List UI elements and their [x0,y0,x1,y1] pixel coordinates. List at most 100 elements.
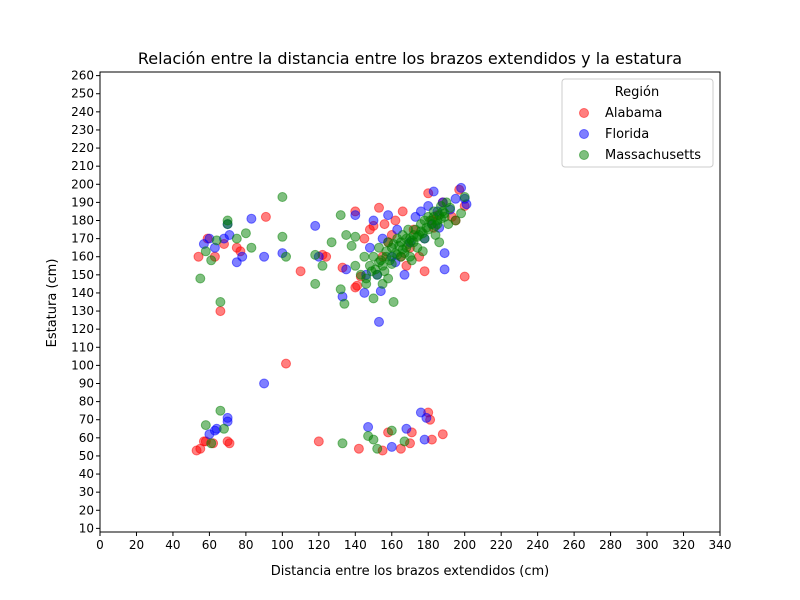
data-point-0-37 [374,202,384,213]
data-point-2-79 [434,237,445,248]
data-point-0-18 [193,251,204,262]
data-point-1-20 [259,251,270,262]
data-point-2-8 [386,425,397,436]
y-tick-label-12: 130 [71,304,94,318]
legend-label-0: Alabama [605,106,662,121]
data-point-1-23 [310,220,321,231]
data-point-1-19 [246,213,257,224]
data-point-1-52 [456,182,467,193]
data-point-0-34 [359,233,370,244]
y-tick-label-5: 60 [79,431,94,445]
data-point-0-47 [419,266,430,277]
y-tick-label-22: 230 [71,123,94,137]
legend-marker-1 [579,129,589,139]
data-point-2-81 [443,219,454,230]
data-point-1-26 [341,264,352,275]
data-point-2-88 [384,255,395,266]
data-point-1-28 [359,287,370,298]
data-point-1-30 [368,215,379,226]
x-tick-label-16: 320 [672,538,695,552]
data-point-2-22 [281,251,291,262]
data-point-2-100 [374,257,384,268]
data-point-2-24 [310,249,321,260]
axes-frame [99,71,721,533]
data-point-2-31 [346,240,357,251]
data-point-2-98 [439,208,450,219]
x-tick-label-15: 300 [636,538,659,552]
data-point-0-6 [224,438,235,449]
y-tick-label-8: 90 [79,376,94,390]
data-point-2-21 [277,231,288,242]
data-point-1-21 [259,378,270,389]
y-tick-label-25: 260 [71,69,94,83]
data-point-2-111 [366,266,377,277]
data-point-2-4 [337,438,348,449]
data-point-0-21 [215,306,226,317]
data-point-2-14 [215,297,226,307]
data-point-2-49 [388,297,399,307]
y-tick-label-23: 240 [71,105,94,119]
x-axis-label: Distancia entre los brazos extendidos (c… [271,564,550,579]
data-point-0-17 [437,429,448,440]
data-point-1-9 [419,434,430,445]
legend: Región Alabama Florida Massachusetts [561,78,714,168]
data-point-0-7 [313,436,324,447]
data-point-1-27 [350,210,361,221]
data-point-2-2 [215,405,226,416]
x-tick-label-2: 40 [165,538,180,552]
data-point-2-16 [222,215,233,226]
data-point-2-1 [206,438,217,449]
y-tick-label-4: 50 [79,449,94,463]
data-point-2-84 [406,255,417,266]
plot-area [191,182,472,456]
data-point-0-43 [397,206,408,217]
data-point-2-11 [200,246,211,257]
x-tick-label-8: 160 [380,538,403,552]
y-tick-label-21: 220 [71,141,94,155]
chart-title: Relación entre la distancia entre los br… [138,49,682,68]
data-point-1-35 [383,210,394,221]
data-point-1-10 [421,412,432,423]
data-point-1-29 [364,242,375,253]
data-point-2-3 [219,423,229,434]
y-axis-label: Estatura (cm) [45,259,60,348]
data-point-1-32 [374,316,384,327]
y-tick-label-18: 190 [71,195,94,209]
data-point-2-29 [339,298,350,309]
data-point-2-102 [388,239,399,249]
x-tick-label-7: 140 [344,538,367,552]
data-point-2-85 [417,246,428,257]
y-tick-label-6: 70 [79,413,94,427]
legend-box [561,78,714,168]
data-point-2-7 [372,443,383,454]
data-point-2-25 [317,260,328,271]
y-tick-label-15: 160 [71,250,94,264]
data-point-2-12 [206,255,217,266]
data-point-2-32 [350,260,361,271]
legend-marker-2 [579,150,589,160]
data-point-0-55 [459,271,470,282]
legend-title: Región [615,85,660,100]
data-point-2-28 [335,284,346,295]
data-point-2-30 [341,230,352,240]
x-tick-label-14: 280 [599,538,622,552]
data-point-2-27 [335,210,346,221]
data-point-0-26 [281,358,291,369]
data-point-2-20 [277,192,288,202]
data-point-2-35 [359,251,370,262]
data-point-2-109 [430,220,441,231]
data-point-0-33 [352,280,363,291]
data-point-1-6 [386,441,397,452]
data-point-2-18 [240,228,251,239]
data-point-2-6 [368,434,379,445]
data-point-2-10 [195,273,206,284]
data-point-1-5 [363,422,374,432]
x-tick-label-3: 60 [202,538,217,552]
y-tick-label-24: 250 [71,87,94,101]
x-tick-label-17: 340 [709,538,732,552]
data-point-1-18 [237,251,248,262]
x-tick-label-1: 20 [129,538,144,552]
data-point-1-45 [428,186,439,197]
x-tick-label-11: 220 [490,538,513,552]
x-tick-label-5: 100 [271,538,294,552]
